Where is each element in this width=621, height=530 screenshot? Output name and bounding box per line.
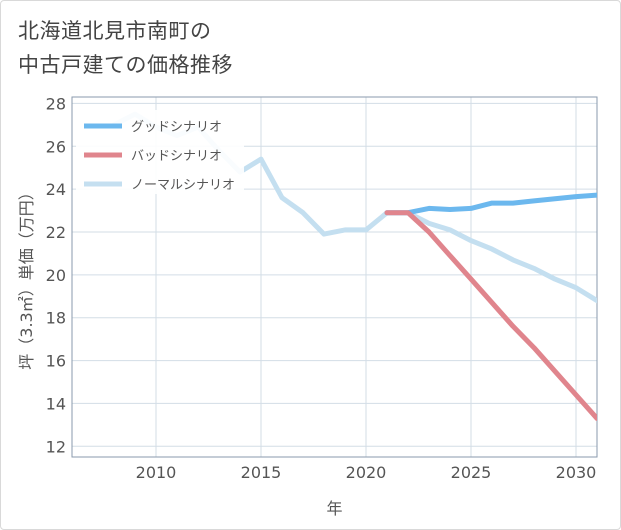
y-tick-label: 16 xyxy=(46,352,66,371)
x-tick-label: 2015 xyxy=(241,463,282,482)
y-tick-label: 24 xyxy=(46,180,66,199)
x-axis-title: 年 xyxy=(326,499,342,518)
legend-label: ノーマルシナリオ xyxy=(131,178,235,193)
y-tick-label: 28 xyxy=(46,94,66,113)
y-tick-label: 20 xyxy=(46,266,66,285)
y-tick-label: 18 xyxy=(46,309,66,328)
plot-border xyxy=(71,96,598,458)
legend-label: バッドシナリオ xyxy=(131,149,222,164)
x-tick-label: 2020 xyxy=(346,463,387,482)
y-tick-label: 12 xyxy=(46,437,66,456)
y-axis-title: 坪（3.3㎡）単価（万円） xyxy=(17,184,36,369)
chart-title-line-2: 中古戸建ての価格推移 xyxy=(18,53,233,77)
chart-title: 北海道北見市南町の 中古戸建ての価格推移 xyxy=(18,14,578,82)
y-tick-label: 26 xyxy=(46,137,66,156)
series-line-good xyxy=(384,192,597,216)
y-tick-label: 14 xyxy=(46,394,66,413)
legend-label: グッドシナリオ xyxy=(131,120,222,135)
x-tick-label: 2025 xyxy=(451,463,492,482)
x-tick-label: 2030 xyxy=(556,463,597,482)
chart-title-line-1: 北海道北見市南町の xyxy=(18,19,212,43)
y-tick-label: 22 xyxy=(46,223,66,242)
x-tick-label: 2010 xyxy=(136,463,177,482)
series-line-bad xyxy=(384,210,597,421)
